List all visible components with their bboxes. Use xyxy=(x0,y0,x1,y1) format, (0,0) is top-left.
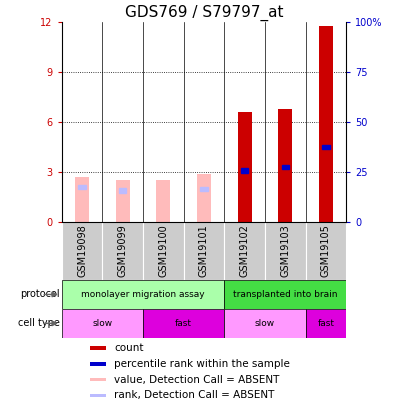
Bar xyxy=(115,181,130,222)
Text: fast: fast xyxy=(318,319,334,328)
Text: GSM19103: GSM19103 xyxy=(280,225,290,277)
Bar xyxy=(282,165,289,169)
Text: GSM19099: GSM19099 xyxy=(118,225,128,277)
Bar xyxy=(224,309,306,338)
Bar xyxy=(90,362,106,366)
Text: GSM19100: GSM19100 xyxy=(158,225,168,277)
Bar xyxy=(306,309,346,338)
Bar xyxy=(143,309,224,338)
Bar xyxy=(90,346,106,350)
Bar xyxy=(78,185,86,189)
Bar xyxy=(238,112,252,222)
Bar xyxy=(183,222,224,280)
Text: GSM19098: GSM19098 xyxy=(77,225,87,277)
Text: count: count xyxy=(114,343,144,353)
Title: GDS769 / S79797_at: GDS769 / S79797_at xyxy=(125,5,283,21)
Text: GSM19101: GSM19101 xyxy=(199,225,209,277)
Text: fast: fast xyxy=(175,319,192,328)
Bar xyxy=(90,378,106,382)
Bar xyxy=(224,280,346,309)
Text: slow: slow xyxy=(255,319,275,328)
Bar xyxy=(200,187,208,191)
Bar xyxy=(62,222,102,280)
Bar xyxy=(119,188,126,192)
Text: GSM19102: GSM19102 xyxy=(240,225,250,277)
Text: transplanted into brain: transplanted into brain xyxy=(233,290,338,299)
Text: rank, Detection Call = ABSENT: rank, Detection Call = ABSENT xyxy=(114,390,275,401)
Bar xyxy=(278,109,293,222)
Text: protocol: protocol xyxy=(20,290,60,299)
Bar xyxy=(265,222,306,280)
Bar xyxy=(306,222,346,280)
Bar xyxy=(156,181,170,222)
Bar xyxy=(75,177,89,222)
Bar xyxy=(90,394,106,397)
Text: slow: slow xyxy=(92,319,112,328)
Bar xyxy=(241,168,248,173)
Bar xyxy=(319,26,333,222)
Text: cell type: cell type xyxy=(18,318,60,328)
Bar xyxy=(102,222,143,280)
Text: monolayer migration assay: monolayer migration assay xyxy=(81,290,205,299)
Bar xyxy=(62,309,143,338)
Bar xyxy=(197,174,211,222)
Bar xyxy=(143,222,183,280)
Text: GSM19105: GSM19105 xyxy=(321,225,331,277)
Text: percentile rank within the sample: percentile rank within the sample xyxy=(114,359,290,369)
Bar xyxy=(62,280,224,309)
Bar xyxy=(322,145,330,149)
Text: value, Detection Call = ABSENT: value, Detection Call = ABSENT xyxy=(114,375,280,385)
Bar xyxy=(224,222,265,280)
